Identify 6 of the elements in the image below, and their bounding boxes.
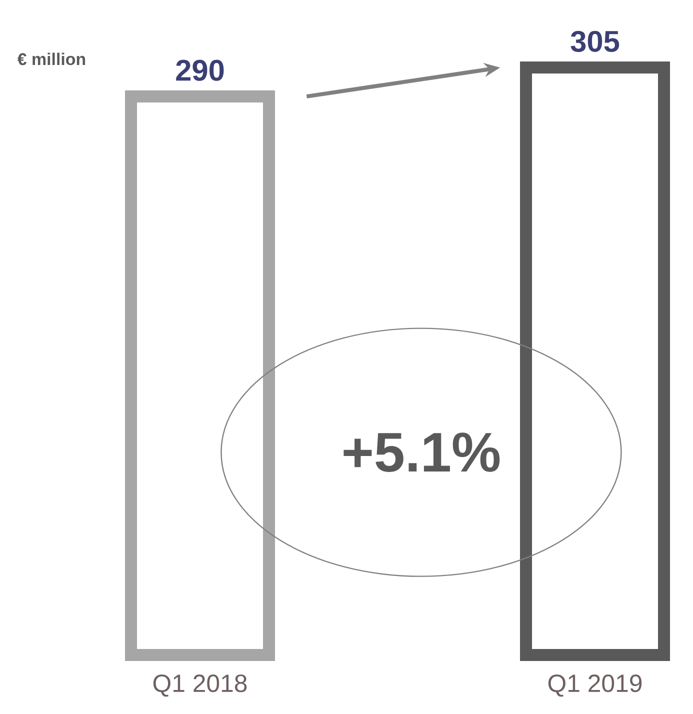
- y-axis-title: € million: [17, 52, 86, 66]
- annotation: +5.1%: [344, 432, 500, 472]
- data-label: 290: [176, 60, 224, 81]
- x-tick-label: Q1 2018: [153, 674, 247, 697]
- data-label: 305: [570, 30, 620, 52]
- x-tick-label: Q1 2019: [548, 674, 642, 697]
